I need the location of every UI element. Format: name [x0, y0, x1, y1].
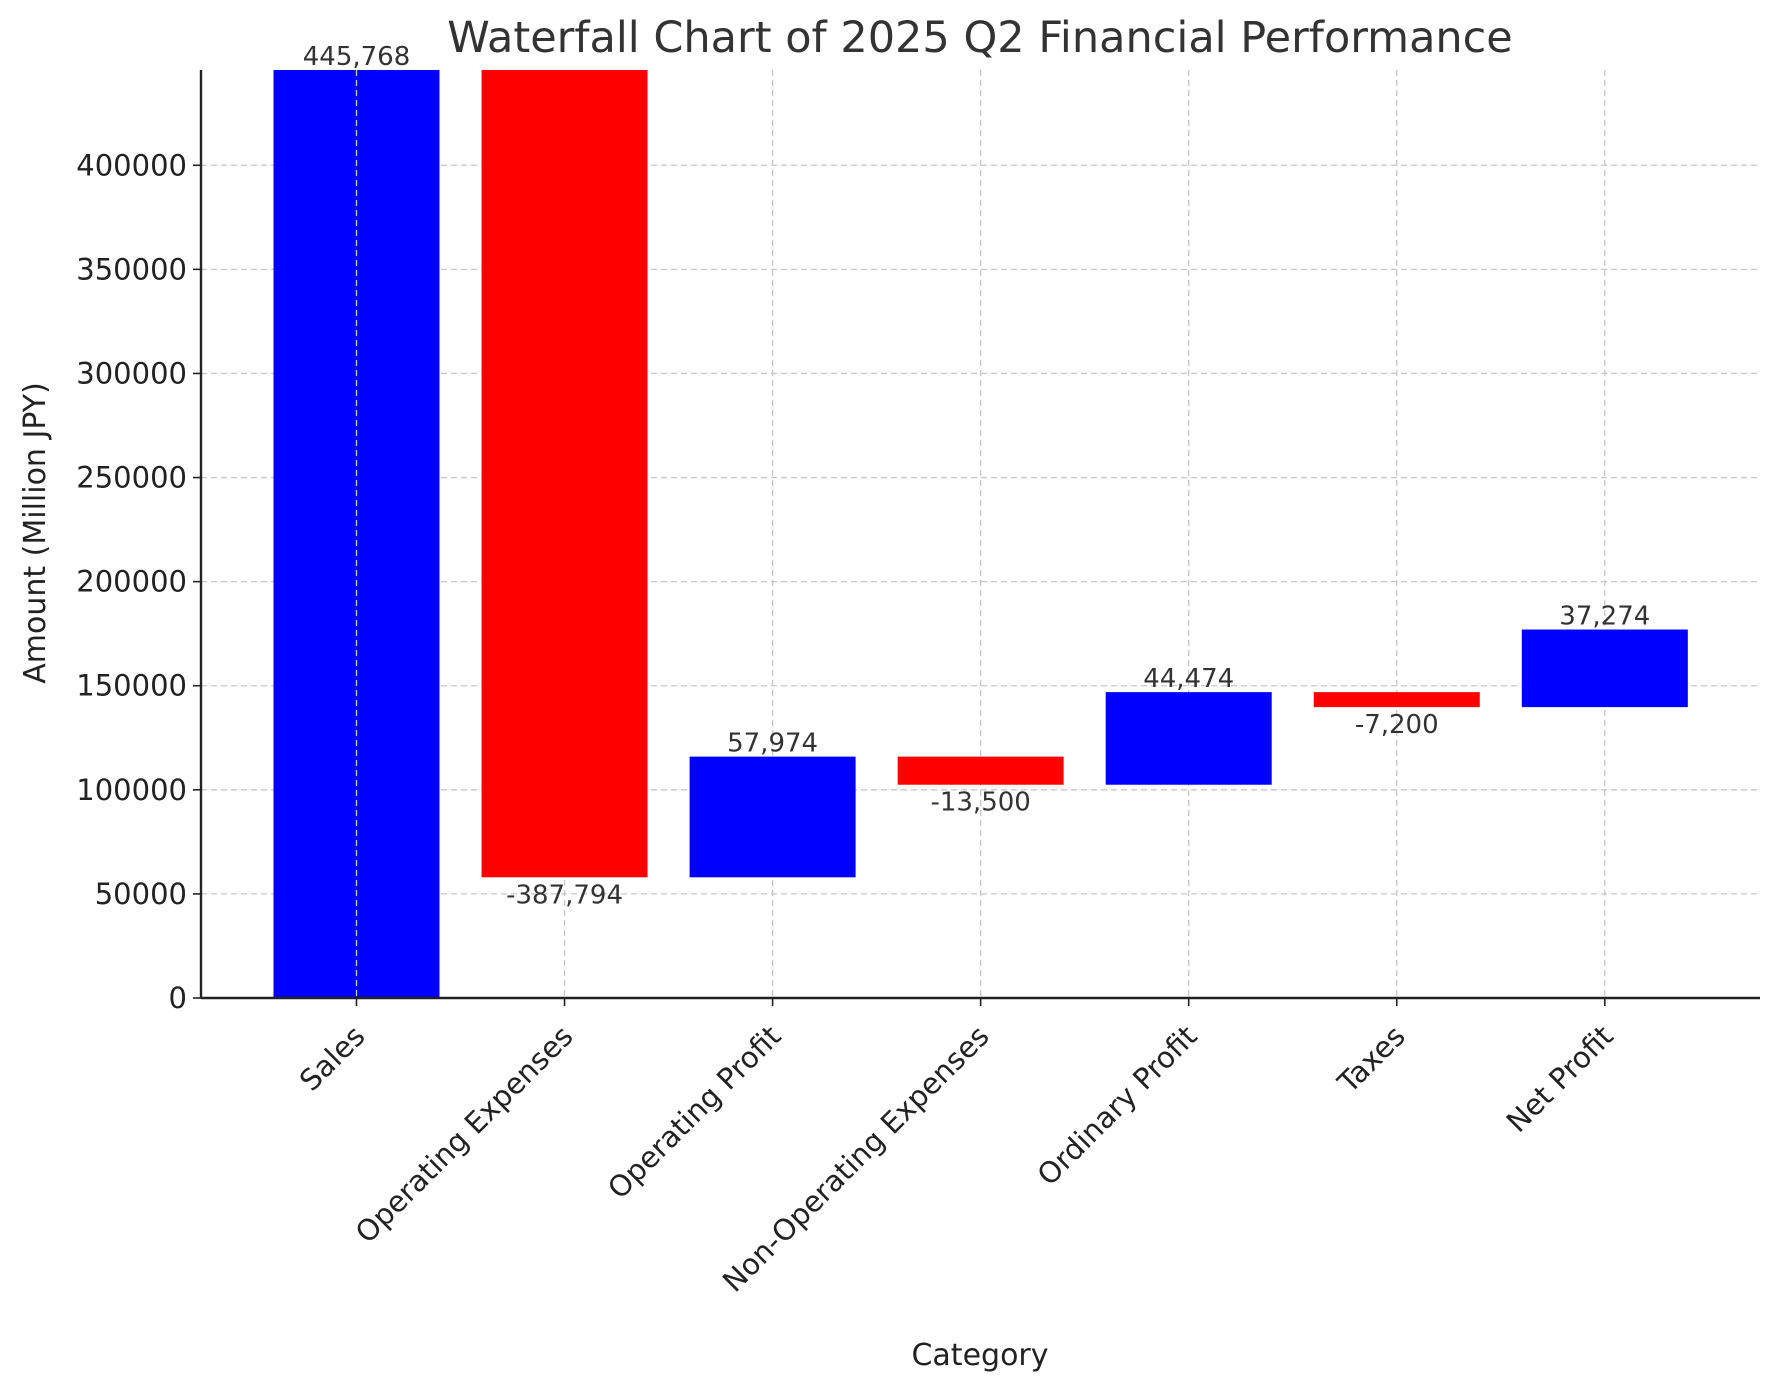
x-tick-label: Sales	[293, 1019, 372, 1098]
y-axis-label: Amount (Million JPY)	[18, 382, 53, 684]
x-tick-label: Net Profit	[1500, 1019, 1620, 1139]
y-tick-label: 100000	[76, 773, 187, 807]
data-label: -13,500	[930, 788, 1030, 818]
data-label: -387,794	[506, 880, 623, 910]
y-tick-label: 250000	[76, 461, 187, 495]
x-tick-label: Operating Expenses	[349, 1019, 580, 1250]
data-label: 57,974	[727, 729, 818, 759]
y-tick-label: 50000	[95, 877, 187, 911]
x-tick-label: Taxes	[1330, 1019, 1411, 1100]
bar	[1313, 692, 1480, 708]
chart-title: Waterfall Chart of 2025 Q2 Financial Per…	[447, 13, 1513, 63]
data-label: 37,274	[1559, 602, 1650, 632]
data-label: 445,768	[303, 42, 411, 72]
y-tick-label: 0	[169, 981, 187, 1015]
y-tick-label: 300000	[76, 356, 187, 390]
x-tick-label: Operating Profit	[601, 1019, 788, 1206]
x-tick-label: Ordinary Profit	[1031, 1019, 1204, 1192]
bar	[897, 756, 1064, 785]
y-tick-label: 400000	[76, 148, 187, 182]
data-label-layer: 445,768 -387,794 57,974 -13,500 44,474 -7,200…	[303, 42, 1650, 998]
bar	[1521, 629, 1688, 708]
y-tick-label: 200000	[76, 565, 187, 599]
data-label: -7,200	[1355, 710, 1439, 740]
y-tick-label: 350000	[76, 252, 187, 286]
y-tick-label: 150000	[76, 669, 187, 703]
bar	[1105, 692, 1272, 785]
bar	[689, 756, 856, 878]
bar	[481, 70, 648, 878]
data-label: 44,474	[1143, 664, 1234, 694]
x-axis-label: Category	[911, 1338, 1048, 1373]
